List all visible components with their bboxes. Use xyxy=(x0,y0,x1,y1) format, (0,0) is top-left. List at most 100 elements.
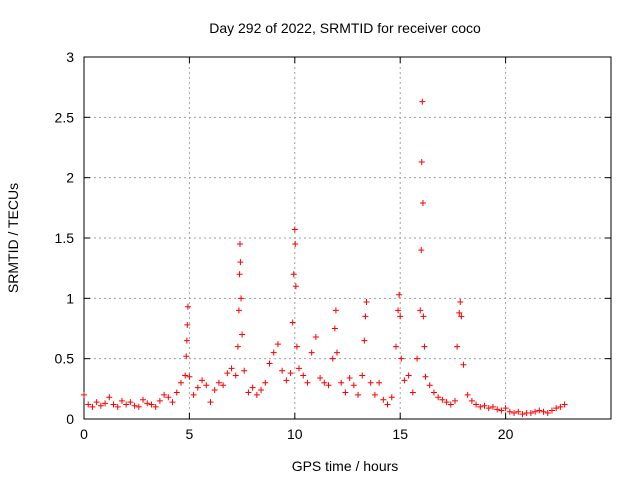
data-point xyxy=(312,333,319,340)
data-point xyxy=(384,401,391,408)
data-point xyxy=(177,379,184,386)
data-point xyxy=(236,271,243,278)
data-point xyxy=(457,298,464,305)
data-point xyxy=(253,391,260,398)
data-point xyxy=(420,313,427,320)
data-point xyxy=(215,379,222,386)
x-tick-label: 5 xyxy=(186,426,194,442)
data-point xyxy=(148,401,155,408)
data-point xyxy=(207,399,214,406)
data-point xyxy=(199,377,206,384)
y-axis-label: SRMTID / TECUs xyxy=(5,183,21,293)
data-point xyxy=(190,391,197,398)
data-point xyxy=(388,394,395,401)
data-point xyxy=(419,98,426,105)
data-point xyxy=(110,401,117,408)
data-point xyxy=(401,377,408,384)
data-point xyxy=(152,403,159,410)
data-point xyxy=(81,391,87,398)
data-point xyxy=(93,399,100,406)
y-tick-label: 2.5 xyxy=(55,109,75,125)
data-point xyxy=(321,379,328,386)
data-point xyxy=(292,241,299,248)
data-point xyxy=(409,389,416,396)
data-point xyxy=(173,389,180,396)
data-point xyxy=(359,372,366,379)
data-point xyxy=(106,394,113,401)
data-point xyxy=(544,409,551,416)
data-point xyxy=(418,247,425,254)
data-point xyxy=(194,384,201,391)
data-point xyxy=(300,372,307,379)
x-axis-label: GPS time / hours xyxy=(292,458,399,474)
y-tick-label: 1.5 xyxy=(55,230,75,246)
data-point xyxy=(85,401,92,408)
x-tick-label: 20 xyxy=(498,426,514,442)
data-point xyxy=(477,403,484,410)
data-point xyxy=(135,403,142,410)
data-point xyxy=(183,337,190,344)
data-point xyxy=(494,406,501,413)
data-point xyxy=(481,402,488,409)
y-tick-label: 3 xyxy=(66,49,74,65)
data-point xyxy=(169,399,176,406)
data-point xyxy=(519,411,526,418)
data-point xyxy=(232,372,239,379)
data-point xyxy=(249,384,256,391)
data-point xyxy=(553,405,560,412)
grid-lines xyxy=(84,57,611,419)
data-point xyxy=(557,403,564,410)
data-point xyxy=(540,408,547,415)
data-point xyxy=(361,337,368,344)
data-point xyxy=(123,401,130,408)
data-point xyxy=(266,360,273,367)
data-point xyxy=(304,379,311,386)
data-point xyxy=(296,365,303,372)
data-point xyxy=(485,405,492,412)
data-point xyxy=(443,399,450,406)
data-point xyxy=(234,343,241,350)
data-point xyxy=(183,353,190,360)
data-point xyxy=(397,313,404,320)
data-point xyxy=(239,331,246,338)
data-point xyxy=(186,373,193,380)
data-point xyxy=(422,373,429,380)
data-point xyxy=(237,259,244,266)
data-point xyxy=(333,349,340,356)
data-point xyxy=(515,408,522,415)
data-point xyxy=(325,382,332,389)
data-point xyxy=(279,367,286,374)
data-point xyxy=(561,401,568,408)
data-point xyxy=(371,391,378,398)
data-point xyxy=(456,309,463,316)
data-point xyxy=(452,397,459,404)
data-point xyxy=(346,374,353,381)
data-point xyxy=(511,409,518,416)
data-point xyxy=(228,365,235,372)
data-point xyxy=(236,241,243,248)
data-point xyxy=(283,377,290,384)
data-point xyxy=(458,313,465,320)
data-point xyxy=(118,397,125,404)
data-point xyxy=(380,396,387,403)
data-point xyxy=(241,367,248,374)
data-point xyxy=(156,397,163,404)
x-tick-labels: 0 5 10 15 20 xyxy=(80,426,513,442)
data-point xyxy=(270,349,277,356)
data-point xyxy=(398,355,405,362)
data-point xyxy=(355,391,362,398)
data-point xyxy=(417,307,424,314)
data-point xyxy=(203,382,210,389)
data-point xyxy=(114,403,121,410)
data-point xyxy=(454,343,461,350)
data-point xyxy=(317,374,324,381)
axis-ticks xyxy=(83,56,611,420)
data-point xyxy=(262,379,269,386)
x-tick-label: 15 xyxy=(392,426,408,442)
data-point xyxy=(220,382,227,389)
data-point xyxy=(331,325,338,332)
data-point xyxy=(211,387,218,394)
data-point xyxy=(224,370,231,377)
data-point xyxy=(532,408,539,415)
